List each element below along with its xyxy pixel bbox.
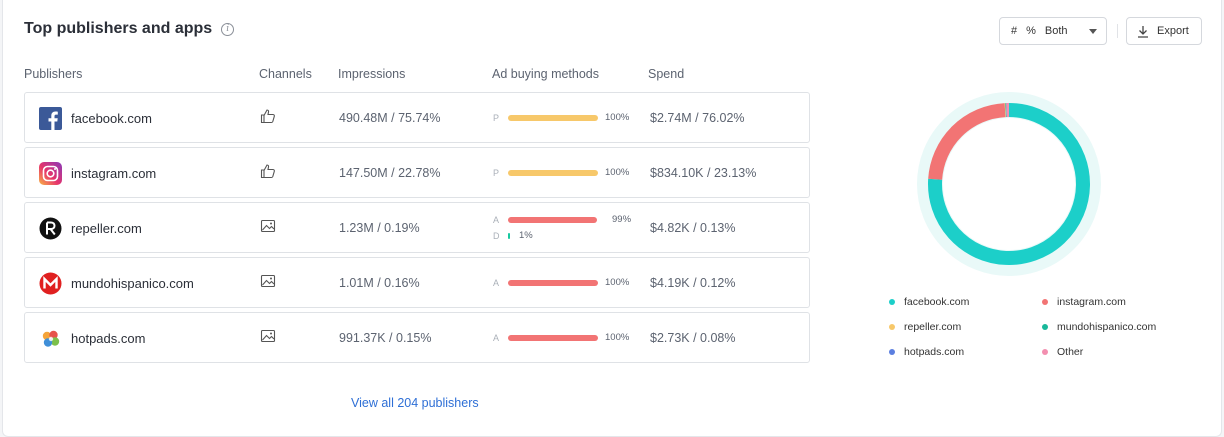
legend-dot xyxy=(1042,324,1048,330)
publisher-name[interactable]: hotpads.com xyxy=(71,331,146,346)
image-icon xyxy=(260,274,276,288)
legend-item[interactable]: Other xyxy=(1042,346,1083,358)
legend-dot xyxy=(1042,349,1048,355)
legend-item[interactable]: hotpads.com xyxy=(889,346,964,358)
export-label: Export xyxy=(1157,25,1189,37)
donut-slice-instagram-com[interactable] xyxy=(928,103,1006,180)
method-code: A xyxy=(493,215,500,225)
publisher-row[interactable]: instagram.com 147.50M / 22.78% P 100% $8… xyxy=(24,147,810,198)
method-bar xyxy=(508,280,598,286)
legend-label: Other xyxy=(1057,346,1084,358)
impressions-value: 1.23M / 0.19% xyxy=(339,221,420,235)
legend-label: facebook.com xyxy=(904,296,970,308)
method-bar xyxy=(508,233,510,239)
publisher-row[interactable]: facebook.com 490.48M / 75.74% P 100% $2.… xyxy=(24,92,810,143)
thumbs-up-icon xyxy=(260,109,275,124)
image-icon xyxy=(260,329,276,343)
legend-item[interactable]: instagram.com xyxy=(1042,296,1126,308)
method-percent: 99% xyxy=(612,214,632,225)
card-title: Top publishers and apps xyxy=(24,20,213,37)
impressions-value: 1.01M / 0.16% xyxy=(339,276,420,290)
legend-label: hotpads.com xyxy=(904,346,965,358)
publisher-name[interactable]: repeller.com xyxy=(71,221,142,236)
method-percent: 1% xyxy=(519,230,533,241)
legend-item[interactable]: mundohispanico.com xyxy=(1042,321,1156,333)
method-bar xyxy=(508,170,598,176)
chevron-down-icon xyxy=(1089,29,1097,34)
thumbs-up-icon xyxy=(260,164,275,179)
spend-value: $2.73K / 0.08% xyxy=(650,331,736,345)
impressions-value: 490.48M / 75.74% xyxy=(339,111,441,125)
method-percent: 100% xyxy=(605,332,630,343)
legend-dot xyxy=(889,324,895,330)
legend-item[interactable]: repeller.com xyxy=(889,321,961,333)
legend-label: instagram.com xyxy=(1057,296,1126,308)
method-bar xyxy=(508,217,597,223)
publisher-row[interactable]: hotpads.com 991.37K / 0.15% A 100% $2.73… xyxy=(24,312,810,363)
col-head-channels: Channels xyxy=(259,67,312,81)
col-head-impressions: Impressions xyxy=(338,67,406,81)
method-percent: 100% xyxy=(605,167,630,178)
instagram-logo-icon xyxy=(39,162,62,185)
toggle-percent: % xyxy=(1026,25,1036,37)
info-circle-icon[interactable]: i xyxy=(221,22,235,36)
impressions-value: 147.50M / 22.78% xyxy=(339,166,441,180)
legend-dot xyxy=(889,299,895,305)
toolbar-divider xyxy=(1117,24,1118,38)
publisher-share-donut-chart xyxy=(917,92,1101,276)
publisher-row[interactable]: repeller.com 1.23M / 0.19% A 99% D 1% $4… xyxy=(24,202,810,253)
legend-item[interactable]: facebook.com xyxy=(889,296,969,308)
legend-label: repeller.com xyxy=(904,321,962,333)
col-head-publishers: Publishers xyxy=(24,67,83,81)
publisher-name[interactable]: mundohispanico.com xyxy=(71,276,194,291)
toggle-hash: # xyxy=(1011,25,1018,37)
metric-toggle-dropdown[interactable]: # % Both xyxy=(999,17,1107,45)
publisher-name[interactable]: instagram.com xyxy=(71,166,157,181)
export-button[interactable]: Export xyxy=(1126,17,1202,45)
legend-label: mundohispanico.com xyxy=(1057,321,1157,333)
method-percent: 100% xyxy=(605,112,630,123)
mundohispanico-logo-icon xyxy=(39,272,62,295)
col-head-ad-buying-methods: Ad buying methods xyxy=(492,67,600,81)
download-icon xyxy=(1138,25,1148,38)
donut-slice-facebook-com[interactable] xyxy=(928,103,1090,265)
publisher-name[interactable]: facebook.com xyxy=(71,111,152,126)
legend-dot xyxy=(1042,299,1048,305)
spend-value: $2.74M / 76.02% xyxy=(650,111,745,125)
method-code: A xyxy=(493,333,500,343)
method-code: D xyxy=(493,231,500,241)
method-bar xyxy=(508,115,598,121)
facebook-logo-icon xyxy=(39,107,62,130)
publisher-row[interactable]: mundohispanico.com 1.01M / 0.16% A 100% … xyxy=(24,257,810,308)
method-code: P xyxy=(493,168,500,178)
method-code: P xyxy=(493,113,500,123)
spend-value: $834.10K / 23.13% xyxy=(650,166,757,180)
col-head-spend: Spend xyxy=(648,67,685,81)
spend-value: $4.19K / 0.12% xyxy=(650,276,736,290)
card-header: Top publishers and apps i xyxy=(24,20,235,38)
toggle-selected: Both xyxy=(1044,25,1068,37)
image-icon xyxy=(260,219,276,233)
method-percent: 100% xyxy=(605,277,630,288)
impressions-value: 991.37K / 0.15% xyxy=(339,331,432,345)
spend-value: $4.82K / 0.13% xyxy=(650,221,736,235)
method-bar xyxy=(508,335,598,341)
view-all-publishers-link[interactable]: View all 204 publishers xyxy=(351,396,479,410)
hotpads-logo-icon xyxy=(42,330,60,347)
repeller-logo-icon xyxy=(39,217,62,240)
method-code: A xyxy=(493,278,500,288)
legend-dot xyxy=(889,349,895,355)
